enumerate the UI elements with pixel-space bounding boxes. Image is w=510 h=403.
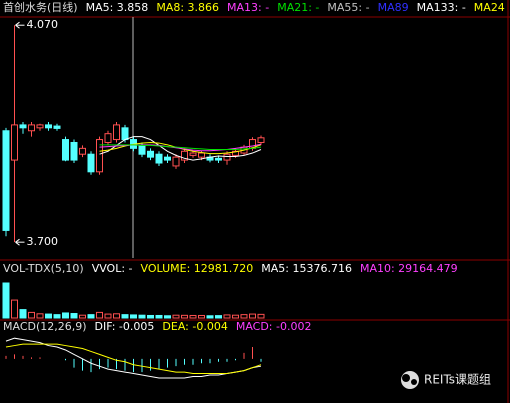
candle-body [45, 124, 52, 129]
volume-bar [19, 309, 27, 319]
volume-bar [104, 313, 112, 319]
volume-bar [87, 314, 95, 319]
candle-body [189, 152, 197, 156]
ma-line [99, 144, 262, 151]
legend-entry: VOLUME: 12981.720 [141, 262, 254, 275]
volume-bar [45, 313, 52, 319]
volume-bar [121, 314, 129, 319]
volume-bar [198, 314, 205, 319]
candle-body [28, 124, 35, 132]
candle-body [96, 139, 103, 173]
volume-bar [53, 314, 61, 319]
volume-bar [36, 313, 44, 319]
candle-body [155, 153, 163, 164]
legend-entry: MA5: 3.858 [86, 1, 149, 14]
annotation-arrowhead [15, 238, 20, 246]
macd-line [5, 337, 262, 379]
volume-bar [249, 313, 256, 319]
legend-entry: MA24 [474, 1, 505, 14]
candle-body [62, 139, 69, 161]
volume-bar [79, 314, 86, 319]
candle-body [121, 127, 129, 141]
watermark-icon [402, 374, 410, 382]
volume-bar [113, 313, 120, 319]
watermark-text: REITs课题组 [424, 373, 491, 387]
volume-bar [130, 314, 137, 319]
volume-bar [62, 312, 69, 319]
candle-body [138, 144, 146, 155]
volume-bar [147, 314, 154, 319]
panel-title: MACD(12,26,9) [3, 320, 87, 333]
legend-entry: MACD: -0.002 [236, 320, 312, 333]
candle-body [2, 130, 10, 231]
legend-entry: DEA: -0.004 [162, 320, 227, 333]
legend-entry: MA10: 29164.479 [360, 262, 458, 275]
volume-bar [155, 314, 163, 319]
candle-body [87, 153, 95, 173]
volume-bar [28, 311, 35, 319]
legend-entry: DIF: -0.005 [95, 320, 155, 333]
candle-body [181, 150, 188, 161]
annotation-arrowhead [15, 21, 20, 29]
volume-bar [96, 311, 103, 319]
volume-bar [223, 314, 231, 319]
volume-bar [70, 313, 78, 319]
volume-bar [164, 315, 171, 319]
legend-entry: MA8: 3.866 [156, 1, 219, 14]
legend-entry: VVOL: - [92, 262, 133, 275]
candle-body [257, 137, 265, 143]
candle-body [164, 156, 171, 161]
watermark: REITs课题组 [401, 371, 491, 389]
volume-bar [206, 315, 214, 319]
annotation-label: 3.700 [27, 235, 59, 248]
candle-body [104, 133, 112, 143]
volume-bar [215, 315, 222, 319]
candle-body [147, 150, 154, 158]
legend-entry: MA133: - [417, 1, 466, 14]
volume-bar [257, 313, 265, 319]
volume-bar [172, 314, 180, 319]
macd-line [5, 343, 262, 375]
legend-entry: MA13: - [227, 1, 269, 14]
watermark-icon [411, 379, 417, 385]
legend-entry: MA5: 15376.716 [261, 262, 352, 275]
candle-body [223, 153, 231, 161]
volume-bar [232, 314, 239, 319]
candle-body [215, 157, 222, 161]
volume-bar [138, 314, 146, 319]
legend-entry: MA55: - [327, 1, 369, 14]
candle-body [79, 147, 86, 155]
volume-bar [189, 314, 197, 319]
volume-bar [181, 314, 188, 319]
panel-title: VOL-TDX(5,10) [3, 262, 84, 275]
legend-entry: MA89 [378, 1, 409, 14]
volume-bar [2, 282, 10, 319]
volume-bar [11, 299, 18, 319]
candle-body [70, 141, 78, 161]
ma-line [99, 136, 262, 161]
panel-title: 首创水务(日线) [3, 0, 78, 14]
candle-body [198, 152, 205, 158]
candle-body [172, 156, 180, 167]
candle-body [53, 125, 61, 129]
candle-body [113, 124, 120, 141]
candle-body [36, 124, 44, 129]
volume-bar [240, 314, 248, 319]
candle-body [19, 124, 27, 129]
candle-body [11, 124, 18, 161]
annotation-label: 4.070 [27, 18, 59, 31]
candle-body [232, 150, 239, 156]
legend-entry: MA21: - [277, 1, 319, 14]
